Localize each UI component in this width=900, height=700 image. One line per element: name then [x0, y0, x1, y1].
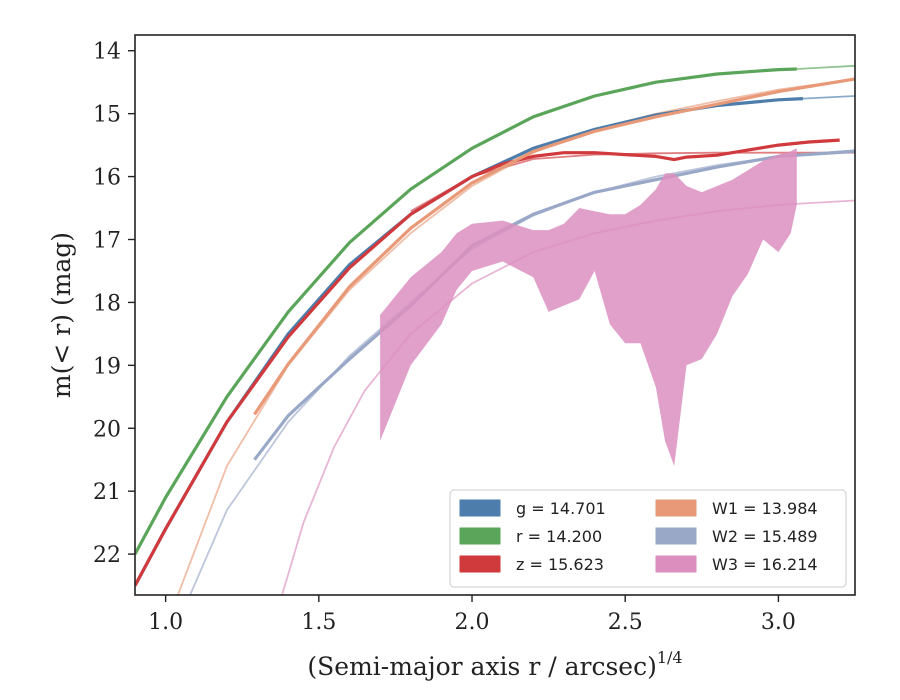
x-tick-label: 3.0 — [761, 610, 796, 635]
x-tick-label: 2.0 — [455, 610, 490, 635]
x-axis: 1.0 1.5 2.0 2.5 3.0 — [148, 595, 796, 635]
legend-label-z: z = 15.623 — [516, 555, 604, 574]
legend-swatch-w1 — [655, 499, 697, 517]
y-axis-title: m(< r) (mag) — [47, 232, 76, 398]
legend-label-w1: W1 = 13.984 — [712, 499, 818, 518]
legend-label-g: g = 14.701 — [516, 499, 606, 518]
x-axis-title: (Semi-major axis r / arcsec)1/4 — [307, 648, 682, 681]
y-tick-label: 15 — [93, 103, 121, 128]
legend-label-w2: W2 = 15.489 — [712, 527, 818, 546]
legend-swatch-z — [459, 555, 501, 573]
model-line-g — [802, 95, 855, 100]
legend-label-w3: W3 = 16.214 — [712, 555, 818, 574]
legend-swatch-w3 — [655, 555, 697, 573]
y-tick-label: 16 — [93, 166, 121, 191]
legend-swatch-r — [459, 527, 501, 545]
y-tick-label: 14 — [93, 40, 121, 65]
y-tick-label: 20 — [93, 417, 121, 442]
legend: g = 14.701 r = 14.200 z = 15.623 W1 = 13.98… — [449, 489, 847, 588]
legend-swatch-w2 — [655, 527, 697, 545]
uncertainty-band-w3 — [380, 148, 797, 467]
y-tick-label: 22 — [93, 543, 121, 568]
series-line-z — [135, 138, 840, 587]
x-tick-label: 2.5 — [608, 610, 643, 635]
legend-box — [449, 489, 847, 588]
x-tick-label: 1.0 — [148, 610, 183, 635]
legend-label-r: r = 14.200 — [516, 527, 602, 546]
legend-swatch-g — [459, 499, 501, 517]
y-tick-label: 19 — [93, 354, 121, 379]
series-line-r — [135, 67, 797, 555]
y-tick-label: 21 — [93, 480, 121, 505]
y-axis: 14 15 16 17 18 19 20 21 22 — [93, 40, 135, 568]
x-tick-label: 1.5 — [301, 610, 336, 635]
series-line-w2 — [253, 149, 855, 461]
y-tick-label: 17 — [93, 228, 121, 253]
series-line-w1 — [253, 77, 855, 416]
y-tick-label: 18 — [93, 291, 121, 316]
model-line-r — [796, 64, 855, 70]
plot-frame — [134, 34, 856, 596]
x-axis-title-exponent: 1/4 — [657, 648, 683, 667]
